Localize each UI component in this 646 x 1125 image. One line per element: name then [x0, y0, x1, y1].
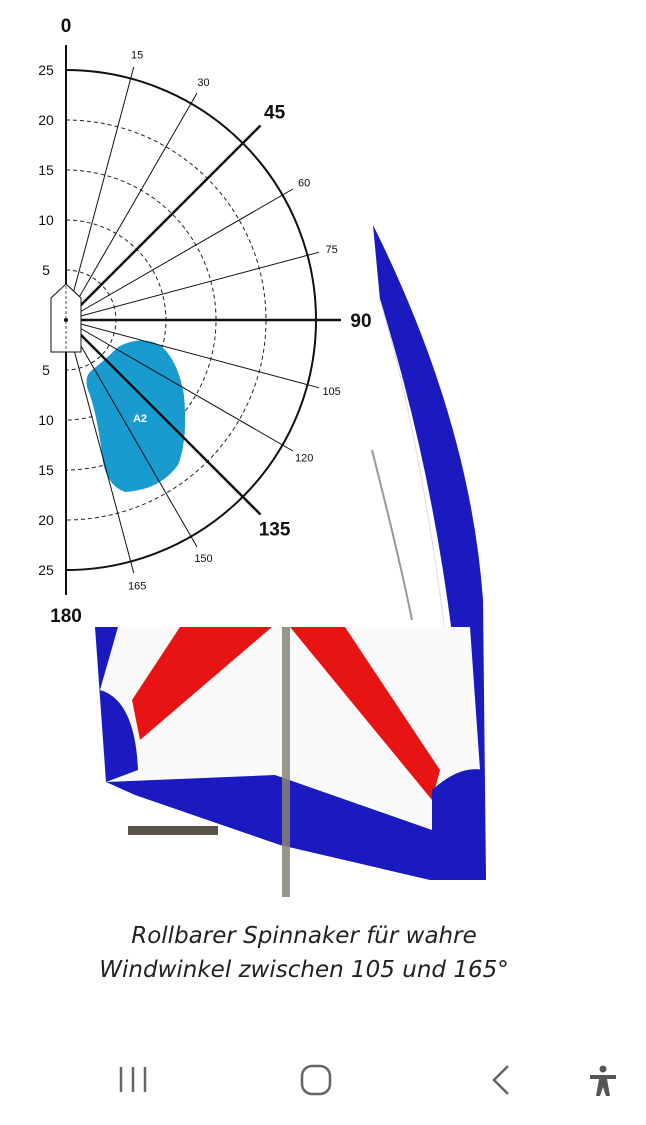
scale-label: 5 [42, 362, 50, 378]
sail-line [371, 449, 413, 621]
sail-image [95, 225, 486, 897]
scale-label: 25 [38, 562, 54, 578]
major-ray [73, 124, 262, 313]
minor-angle-label: 60 [298, 178, 310, 190]
sail-stripe [290, 627, 440, 800]
scale-label: 5 [42, 262, 50, 278]
minor-angle-label: 120 [295, 453, 313, 465]
caption-line: Windwinkel zwischen 105 und 165° [99, 957, 508, 983]
sail-foot [106, 769, 486, 880]
polar-diagram: A201530456075901051201351501651802520151… [38, 16, 371, 627]
scale-label: 10 [38, 212, 54, 228]
minor-ray [76, 188, 294, 315]
minor-angle-label: 15 [131, 49, 143, 61]
minor-ray [71, 330, 198, 548]
major-angle-label: 45 [264, 102, 286, 123]
minor-ray [77, 322, 320, 389]
scale-label: 20 [38, 112, 54, 128]
scale-label: 15 [38, 462, 54, 478]
minor-ray [77, 251, 320, 318]
minor-ray [76, 325, 294, 452]
major-angle-label: 0 [61, 16, 72, 37]
major-angle-label: 135 [259, 520, 291, 541]
major-angle-label: 90 [350, 311, 371, 332]
minor-angle-label: 150 [194, 553, 212, 565]
sail-stripe [132, 627, 272, 740]
minor-angle-label: 75 [326, 244, 338, 256]
minor-ray [68, 331, 135, 574]
accessibility-button[interactable] [590, 1065, 616, 1097]
caption-line: Rollbarer Spinnaker für wahre [131, 923, 477, 949]
recent-apps-button[interactable] [119, 1067, 147, 1092]
scale-label: 15 [38, 162, 54, 178]
minor-angle-label: 165 [128, 581, 146, 593]
minor-ray [68, 66, 135, 309]
major-ray [73, 327, 262, 516]
minor-angle-label: 105 [322, 386, 340, 398]
minor-ray [71, 92, 198, 310]
scale-label: 25 [38, 62, 54, 78]
region [86, 340, 186, 492]
region-label: A2 [133, 413, 147, 425]
mast [282, 627, 290, 897]
boat-center [64, 318, 68, 322]
minor-angle-label: 30 [197, 77, 209, 89]
scale-label: 10 [38, 412, 54, 428]
nav-bar [119, 1064, 616, 1097]
boom [128, 826, 218, 835]
sail-edge [95, 627, 138, 782]
back-button[interactable] [492, 1065, 509, 1095]
scale-label: 20 [38, 512, 54, 528]
home-button[interactable] [300, 1064, 332, 1096]
major-angle-label: 180 [50, 606, 82, 627]
